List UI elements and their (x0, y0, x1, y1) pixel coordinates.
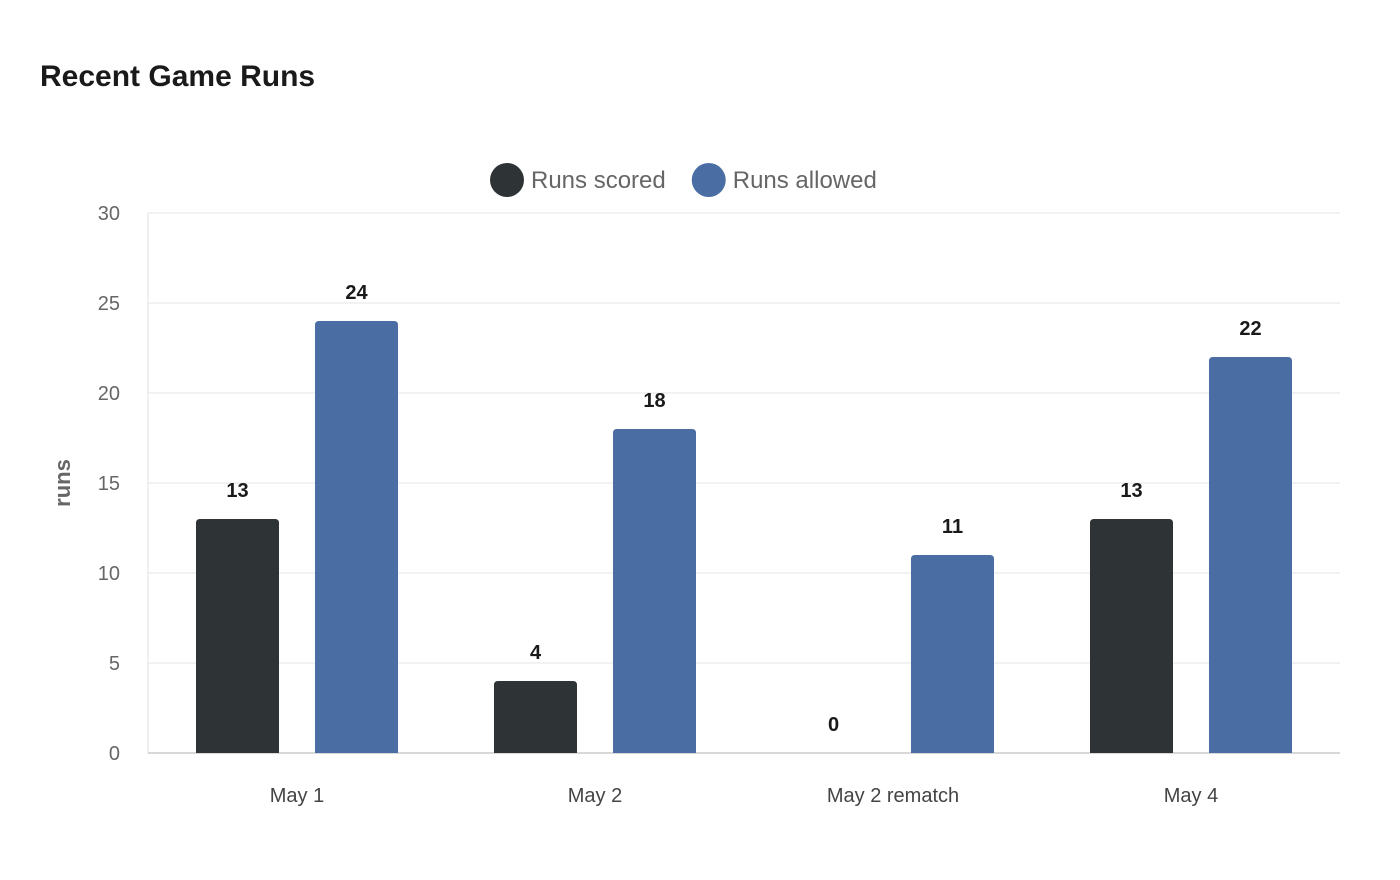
x-tick-label: May 1 (270, 785, 324, 807)
data-label: 22 (1239, 318, 1261, 340)
data-label: 24 (345, 282, 368, 304)
data-label: 4 (530, 642, 542, 664)
legend: Runs scored Runs allowed (490, 163, 877, 197)
y-tick-label: 0 (109, 743, 120, 765)
y-tick-label: 15 (98, 473, 120, 495)
legend-marker (490, 163, 524, 197)
chart-title: Recent Game Runs (40, 60, 316, 93)
y-tick-label: 30 (98, 203, 120, 225)
bar (315, 321, 398, 753)
bar (1090, 519, 1173, 753)
bar (1209, 357, 1292, 753)
x-tick-label: May 2 rematch (827, 785, 959, 807)
x-tick-label: May 4 (1164, 785, 1218, 807)
legend-label: Runs allowed (733, 167, 877, 194)
y-tick-label: 25 (98, 293, 120, 315)
bar (494, 681, 577, 753)
legend-label: Runs scored (531, 167, 666, 194)
bar (911, 555, 994, 753)
bar (196, 519, 279, 753)
data-label: 0 (828, 714, 839, 736)
x-tick-label: May 2 (568, 785, 622, 807)
legend-marker (691, 163, 726, 197)
bar (613, 429, 696, 753)
y-axis-title: runs (50, 459, 75, 507)
bars (196, 321, 1292, 753)
y-tick-label: 5 (109, 653, 120, 675)
data-label: 13 (1120, 480, 1142, 502)
data-label: 11 (942, 516, 963, 538)
y-tick-label: 20 (98, 383, 120, 405)
data-label: 18 (643, 390, 665, 412)
data-label: 13 (226, 480, 248, 502)
labels: 0 5 10 15 20 25 30 runs May 1 13 24 May 2 4 18 May 2 r… (50, 203, 1262, 807)
y-tick-label: 10 (98, 563, 120, 585)
